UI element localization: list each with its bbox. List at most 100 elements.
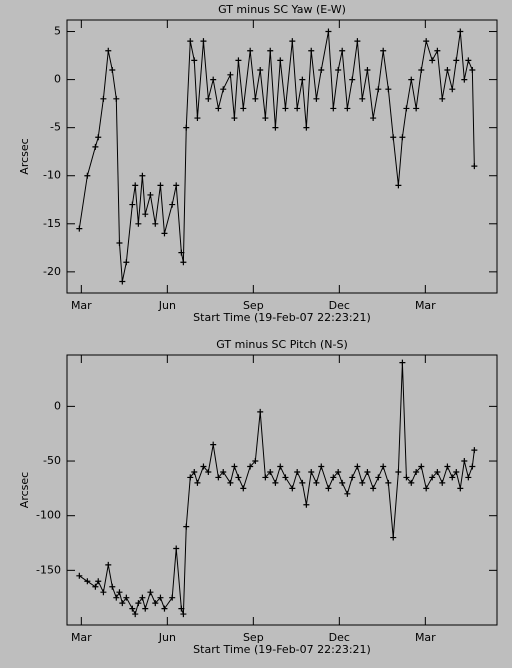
data-point <box>299 76 306 83</box>
plot-frame <box>66 354 498 626</box>
data-point <box>453 57 460 64</box>
y-axis-label: Arcsec <box>18 138 31 174</box>
data-point <box>200 463 207 470</box>
y-tick-label: -20 <box>43 265 61 278</box>
data-point <box>152 600 159 607</box>
data-point <box>84 172 91 179</box>
data-point <box>119 600 126 607</box>
data-point <box>116 589 123 596</box>
y-tick-label: -150 <box>36 563 61 576</box>
data-point <box>152 220 159 227</box>
data-point <box>215 474 222 481</box>
data-point <box>187 38 194 45</box>
data-point <box>257 408 264 415</box>
data-point <box>113 594 120 601</box>
data-point <box>227 479 234 486</box>
data-point <box>200 38 207 45</box>
data-point <box>471 163 478 170</box>
data-point <box>413 468 420 475</box>
data-point <box>257 66 264 73</box>
data-point <box>142 605 149 612</box>
data-point <box>161 605 168 612</box>
data-point <box>194 479 201 486</box>
data-point <box>235 474 242 481</box>
data-point <box>92 583 99 590</box>
data-point <box>453 468 460 475</box>
data-point <box>364 66 371 73</box>
data-point <box>100 589 107 596</box>
data-point <box>308 47 315 54</box>
data-point <box>123 594 130 601</box>
data-point <box>469 66 476 73</box>
data-point <box>252 95 259 102</box>
data-line <box>79 362 475 616</box>
data-point <box>354 38 361 45</box>
data-point <box>313 95 320 102</box>
data-point <box>277 463 284 470</box>
x-tick-label: Mar <box>71 299 92 312</box>
data-point <box>403 105 410 112</box>
x-tick-label: Sep <box>243 631 264 644</box>
data-point <box>100 95 107 102</box>
data-point <box>157 182 164 189</box>
data-point <box>449 86 456 93</box>
data-point <box>465 474 472 481</box>
data-point <box>210 441 217 448</box>
data-point <box>205 95 212 102</box>
data-point <box>240 105 247 112</box>
data-point <box>183 124 190 131</box>
data-point <box>349 76 356 83</box>
data-point <box>119 278 126 285</box>
plot-frame <box>66 19 498 294</box>
data-point <box>461 76 468 83</box>
y-axis-label: Arcsec <box>18 472 31 508</box>
x-tick-label: Mar <box>415 299 436 312</box>
y-tick-label: -5 <box>50 121 61 134</box>
data-point <box>339 479 346 486</box>
data-point <box>457 28 464 35</box>
data-point <box>423 38 430 45</box>
data-point <box>235 57 242 64</box>
data-point <box>429 57 436 64</box>
data-point <box>294 468 301 475</box>
data-point <box>194 115 201 122</box>
data-point <box>330 105 337 112</box>
data-point <box>299 479 306 486</box>
data-point <box>76 572 83 579</box>
data-point <box>385 86 392 93</box>
data-point <box>227 71 234 78</box>
data-point <box>180 611 187 618</box>
data-point <box>147 191 154 198</box>
data-point <box>344 105 351 112</box>
data-point <box>325 28 332 35</box>
data-point <box>434 468 441 475</box>
data-point <box>354 463 361 470</box>
data-point <box>359 95 366 102</box>
data-point <box>395 182 402 189</box>
data-point <box>375 86 382 93</box>
data-point <box>215 105 222 112</box>
data-point <box>308 468 315 475</box>
data-point <box>390 534 397 541</box>
x-tick-label: Dec <box>329 631 350 644</box>
data-point <box>178 249 185 256</box>
data-point <box>169 594 176 601</box>
data-point <box>95 578 102 585</box>
y-tick-label: -10 <box>43 169 61 182</box>
data-point <box>272 124 279 131</box>
data-point <box>335 468 342 475</box>
data-point <box>183 523 190 530</box>
data-point <box>169 201 176 208</box>
data-point <box>359 479 366 486</box>
data-point <box>139 594 146 601</box>
data-point <box>313 479 320 486</box>
data-point <box>123 259 130 266</box>
data-point <box>461 458 468 465</box>
y-tick-label: -50 <box>43 454 61 467</box>
data-point <box>173 545 180 552</box>
data-point <box>247 47 254 54</box>
x-tick-label: Jun <box>158 631 176 644</box>
data-point <box>76 225 83 232</box>
data-point <box>469 463 476 470</box>
